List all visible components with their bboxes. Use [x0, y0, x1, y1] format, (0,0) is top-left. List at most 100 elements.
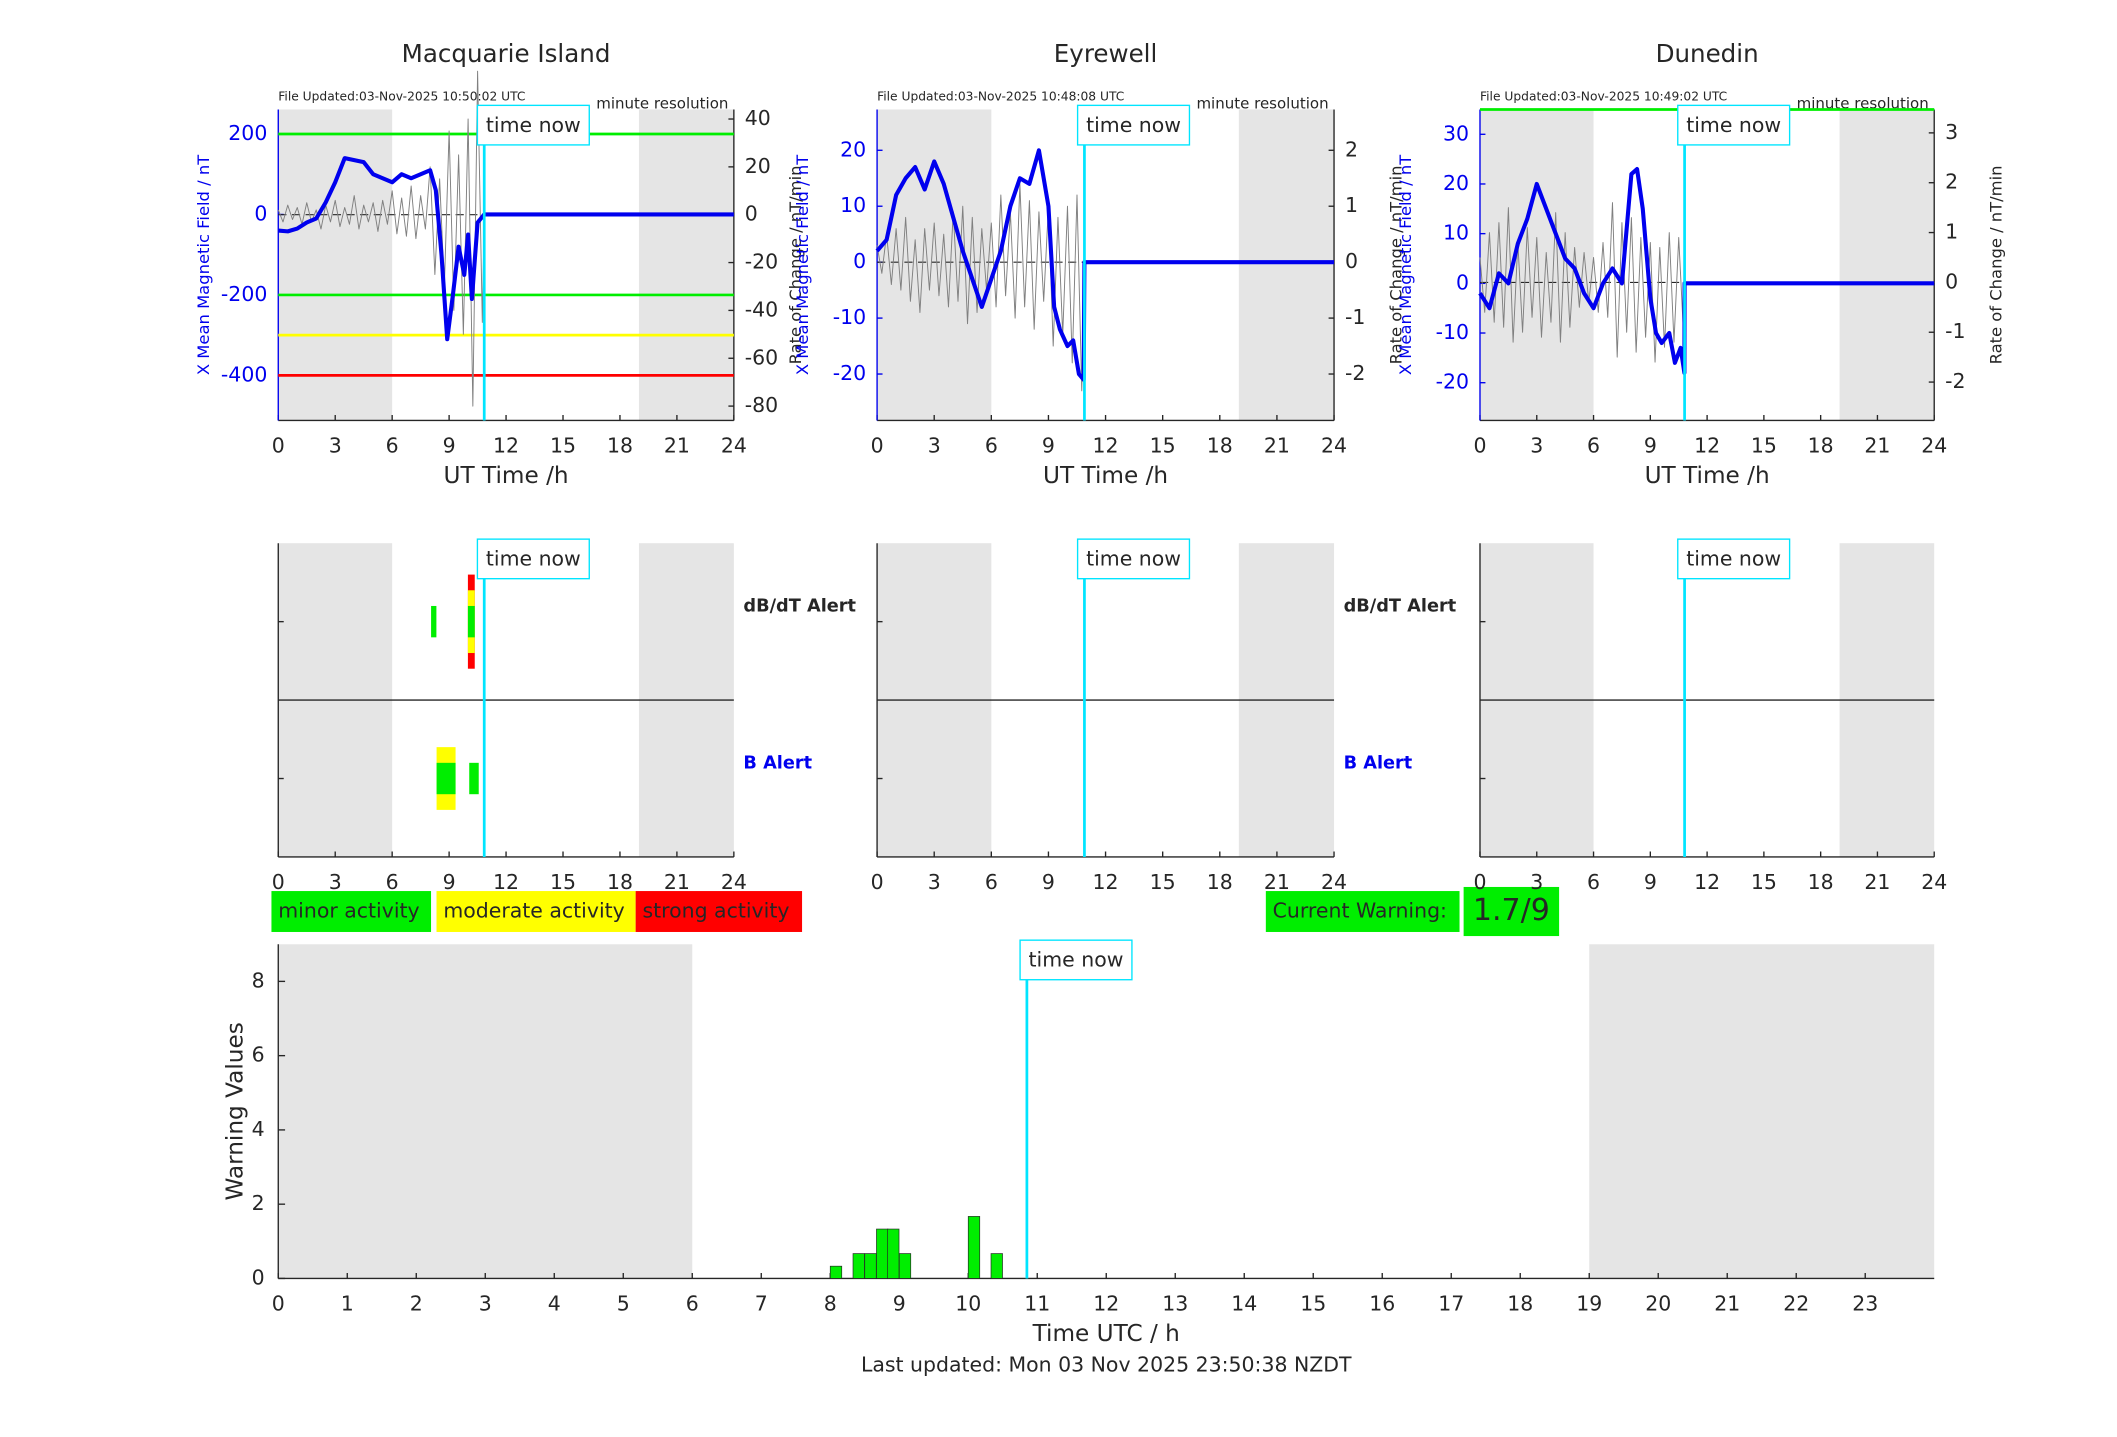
time-now-box — [1677, 538, 1791, 580]
x-tick-label: 18 — [607, 870, 633, 894]
bar — [852, 1253, 865, 1279]
warning-value-box — [1463, 886, 1560, 937]
y2-tick-label: 2 — [1945, 170, 1958, 194]
y2-tick-label: 2 — [1345, 137, 1358, 161]
x-tick-label: 12 — [493, 433, 519, 457]
x-tick-label: 21 — [664, 870, 690, 894]
x-tick-label: 3 — [1530, 433, 1543, 457]
y-tick-label: 0 — [853, 249, 866, 273]
time-now-label: time now — [486, 547, 581, 571]
night-shade — [1589, 944, 1935, 1279]
x-tick-label: 3 — [329, 433, 342, 457]
y2-tick-label: 20 — [745, 154, 771, 178]
x-tick-label: 12 — [1694, 870, 1720, 894]
x-tick-label: 6 — [985, 433, 998, 457]
dbdt-label: dB/dT Alert — [743, 597, 856, 617]
y-axis-label: X Mean Magnetic Field / nT — [194, 154, 213, 375]
time-now-label: time now — [1086, 547, 1181, 571]
x-tick-label: 0 — [1473, 433, 1486, 457]
x-axis-label: Time UTC / h — [1032, 1320, 1180, 1347]
x-tick-label: 3 — [1530, 870, 1543, 894]
alert-mark — [436, 762, 456, 795]
y2-tick-label: -40 — [745, 297, 778, 321]
y-axis-label: Warning Values — [221, 1022, 248, 1200]
legend-label: moderate activity — [443, 899, 624, 923]
x-tick-label: 7 — [755, 1291, 768, 1315]
footer: Last updated: Mon 03 Nov 2025 23:50:38 N… — [861, 1353, 1352, 1377]
time-now-label: time now — [486, 113, 581, 137]
y2-tick-label: -1 — [1345, 305, 1365, 329]
y-tick-label: 0 — [1456, 270, 1469, 294]
panel-title: Dunedin — [1656, 39, 1759, 68]
x-tick-label: 6 — [386, 870, 399, 894]
x-tick-label: 9 — [443, 870, 456, 894]
x-tick-label: 9 — [443, 433, 456, 457]
time-now-box — [1019, 939, 1133, 981]
x-tick-label: 24 — [721, 870, 747, 894]
x-tick-label: 9 — [1042, 433, 1055, 457]
y-tick-label: 10 — [1443, 221, 1469, 245]
x-tick-label: 12 — [1093, 433, 1119, 457]
x-tick-label: 21 — [1714, 1291, 1740, 1315]
x-tick-label: 15 — [550, 870, 576, 894]
x-tick-label: 3 — [928, 433, 941, 457]
bar — [967, 1216, 981, 1279]
bar — [887, 1228, 900, 1279]
b-label: B Alert — [1344, 754, 1413, 774]
night-shade — [1479, 109, 1594, 421]
x-tick-label: 6 — [686, 1291, 699, 1315]
x-tick-label: 4 — [548, 1291, 561, 1315]
y2-tick-label: -2 — [1345, 361, 1365, 385]
y-tick-label: 20 — [1443, 171, 1469, 195]
x-tick-label: 15 — [1150, 433, 1176, 457]
x-tick-label: 24 — [721, 433, 747, 457]
x-tick-label: 21 — [1264, 870, 1290, 894]
x-axis-label: UT Time /h — [1645, 462, 1770, 489]
x-tick-label: 6 — [985, 870, 998, 894]
warning-label: Current Warning: — [1273, 899, 1447, 923]
night-shade — [638, 109, 734, 421]
y2-tick-label: -2 — [1945, 369, 1965, 393]
x-tick-label: 24 — [1321, 870, 1347, 894]
x-tick-label: 6 — [1587, 433, 1600, 457]
x-tick-label: 14 — [1231, 1291, 1257, 1315]
y2-tick-label: 0 — [1345, 249, 1358, 273]
y2-axis-label: Rate of Change / nT/min — [1386, 165, 1405, 364]
rate-line — [277, 70, 734, 407]
bar — [990, 1253, 1003, 1279]
x-tick-label: 6 — [1587, 870, 1600, 894]
x-tick-label: 12 — [1093, 1291, 1119, 1315]
y-tick-label: 4 — [252, 1117, 265, 1141]
resolution: minute resolution — [1797, 94, 1929, 112]
field-line — [875, 148, 1335, 382]
x-tick-label: 0 — [272, 1291, 285, 1315]
x-tick-label: 18 — [1808, 433, 1834, 457]
x-tick-label: 9 — [1644, 870, 1657, 894]
y-tick-label: 6 — [252, 1043, 265, 1067]
y2-tick-label: 0 — [745, 202, 758, 226]
x-tick-label: 24 — [1921, 433, 1947, 457]
legend-swatch — [436, 891, 636, 932]
resolution: minute resolution — [596, 94, 728, 112]
bar — [898, 1253, 912, 1279]
x-tick-label: 12 — [1694, 433, 1720, 457]
y-tick-label: -20 — [1436, 370, 1469, 394]
x-tick-label: 17 — [1438, 1291, 1464, 1315]
warning-box — [1265, 891, 1460, 932]
y-tick-label: 0 — [254, 201, 267, 225]
x-tick-label: 0 — [871, 433, 884, 457]
y2-tick-label: 3 — [1945, 120, 1958, 144]
y-tick-label: 200 — [228, 121, 267, 145]
x-tick-label: 0 — [272, 433, 285, 457]
y-tick-label: 2 — [252, 1191, 265, 1215]
legend-label: strong activity — [642, 899, 789, 923]
y2-axis-label: Rate of Change / nT/min — [786, 165, 805, 364]
y2-tick-label: 1 — [1345, 193, 1358, 217]
time-now-label: time now — [1086, 113, 1181, 137]
time-now-box — [476, 104, 590, 146]
x-tick-label: 18 — [1207, 870, 1233, 894]
time-now-box — [476, 538, 590, 580]
y-tick-label: -10 — [1436, 320, 1469, 344]
